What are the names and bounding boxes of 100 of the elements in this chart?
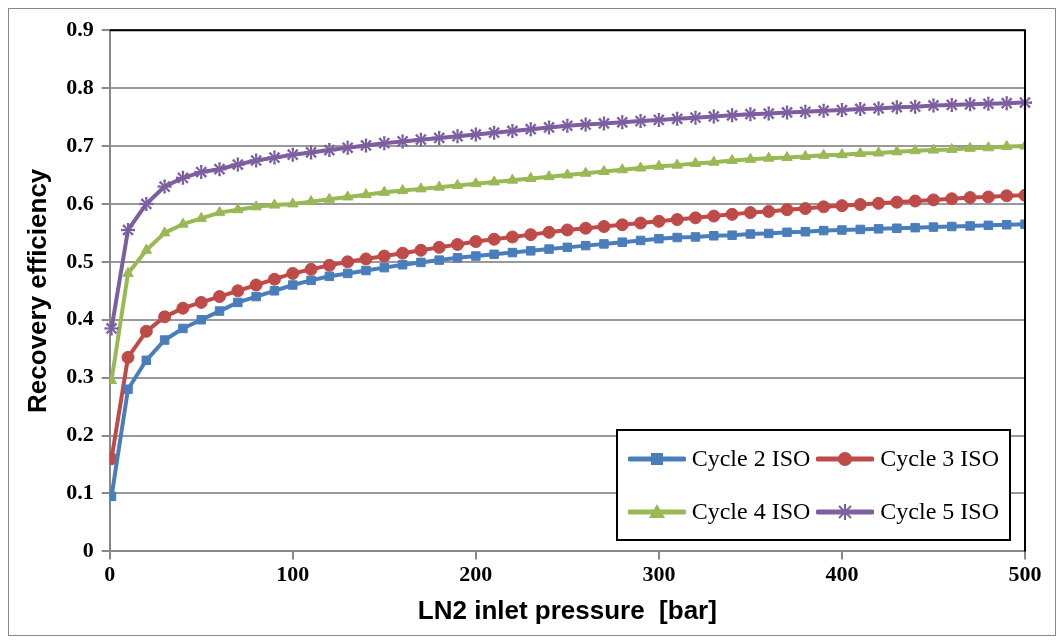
point xyxy=(910,222,920,233)
point xyxy=(470,177,482,188)
point xyxy=(872,146,885,157)
point xyxy=(725,207,739,221)
point xyxy=(524,228,538,242)
point xyxy=(452,253,463,263)
point xyxy=(781,151,793,162)
point xyxy=(816,103,831,118)
point xyxy=(633,114,648,129)
point xyxy=(981,190,995,204)
y-tick-label: 0.9 xyxy=(66,15,94,41)
point xyxy=(139,196,154,211)
point xyxy=(414,243,428,257)
point xyxy=(944,97,959,112)
point xyxy=(305,195,317,206)
y-tick-label: 0 xyxy=(82,537,94,563)
point xyxy=(451,178,464,189)
legend-label: Cycle 3 ISO xyxy=(880,445,999,472)
point xyxy=(287,197,299,208)
point xyxy=(542,120,557,135)
point xyxy=(304,262,318,276)
point xyxy=(487,125,502,140)
point xyxy=(617,237,628,247)
point xyxy=(507,247,518,258)
point xyxy=(416,257,426,268)
point xyxy=(249,278,263,292)
point xyxy=(596,116,611,131)
point xyxy=(670,213,684,227)
point xyxy=(122,266,134,277)
point xyxy=(597,220,611,234)
point xyxy=(322,258,336,272)
point xyxy=(634,216,648,230)
point xyxy=(377,249,391,263)
point xyxy=(780,203,794,217)
point xyxy=(817,148,830,159)
point xyxy=(432,130,447,145)
point xyxy=(232,203,244,214)
point xyxy=(726,154,738,164)
point xyxy=(396,184,409,195)
point xyxy=(763,151,775,162)
y-tick-label: 0.7 xyxy=(66,131,94,157)
point xyxy=(505,123,520,138)
point xyxy=(121,222,136,237)
point xyxy=(231,284,245,298)
point xyxy=(358,138,373,153)
point xyxy=(432,240,446,254)
point xyxy=(340,140,355,155)
point xyxy=(892,223,902,233)
point xyxy=(434,255,444,265)
y-tick-label: 0.1 xyxy=(66,479,94,505)
point xyxy=(579,166,592,177)
point xyxy=(928,222,939,232)
point xyxy=(709,231,719,241)
point xyxy=(158,310,172,324)
point xyxy=(560,223,574,237)
point xyxy=(468,127,483,142)
point xyxy=(194,295,208,309)
point xyxy=(288,280,298,290)
point xyxy=(543,170,555,181)
point xyxy=(561,168,574,179)
point xyxy=(213,206,226,217)
point xyxy=(963,191,977,205)
point xyxy=(653,159,665,170)
point xyxy=(377,136,392,151)
point xyxy=(395,134,410,149)
point xyxy=(635,235,646,246)
point xyxy=(761,106,776,121)
point xyxy=(157,179,172,194)
point xyxy=(672,232,682,243)
point xyxy=(782,227,792,238)
point xyxy=(799,149,812,160)
point xyxy=(562,242,573,253)
point xyxy=(891,145,903,156)
point xyxy=(651,112,666,127)
legend-label: Cycle 4 ISO xyxy=(691,498,811,525)
y-tick-label: 0.8 xyxy=(66,73,94,99)
point xyxy=(946,143,958,153)
point xyxy=(506,173,519,184)
x-tick-label: 0 xyxy=(104,561,116,587)
point xyxy=(195,211,207,222)
point xyxy=(450,129,465,144)
point xyxy=(489,249,499,260)
point xyxy=(323,192,336,203)
point xyxy=(542,225,556,239)
point xyxy=(616,163,628,174)
point xyxy=(615,218,629,232)
point xyxy=(798,202,812,216)
point xyxy=(194,165,209,180)
point xyxy=(945,192,959,206)
point xyxy=(397,260,408,270)
point xyxy=(269,286,280,296)
point xyxy=(855,224,865,235)
point xyxy=(837,225,847,235)
x-tick-label: 400 xyxy=(825,561,859,587)
point xyxy=(324,271,335,282)
point xyxy=(745,229,756,239)
point xyxy=(654,233,664,244)
point xyxy=(359,252,373,266)
point xyxy=(854,147,866,158)
point xyxy=(599,239,609,249)
